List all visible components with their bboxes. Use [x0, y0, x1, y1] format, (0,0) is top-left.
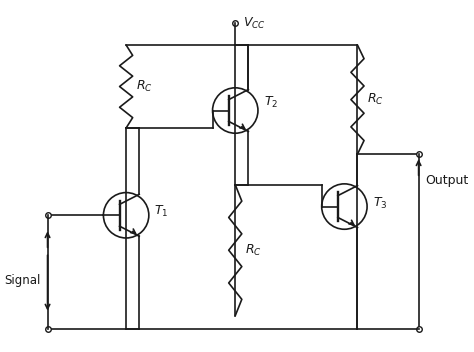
Text: $V_{CC}$: $V_{CC}$ — [243, 16, 266, 31]
Text: $T_3$: $T_3$ — [373, 196, 387, 210]
Text: Signal: Signal — [5, 274, 41, 287]
Text: Output: Output — [425, 174, 468, 187]
Text: $R_C$: $R_C$ — [136, 79, 153, 94]
Text: $R_C$: $R_C$ — [245, 243, 262, 258]
Text: $T_2$: $T_2$ — [264, 95, 278, 110]
Text: $R_C$: $R_C$ — [367, 92, 384, 107]
Text: $T_1$: $T_1$ — [155, 204, 169, 219]
